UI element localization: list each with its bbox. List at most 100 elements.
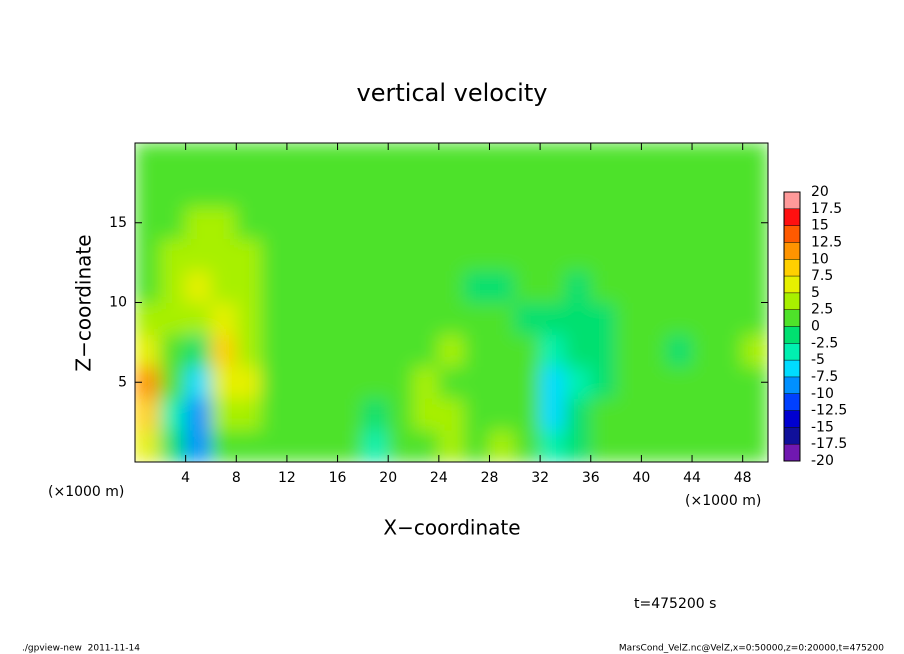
cell: [615, 302, 642, 335]
chart-title: vertical velocity: [357, 79, 548, 107]
x-tick-label: 48: [734, 470, 752, 486]
field-cells: [135, 143, 768, 462]
cell: [413, 397, 440, 431]
cell: [311, 270, 339, 303]
cell: [387, 429, 415, 462]
cell: [666, 429, 693, 462]
cell: [514, 397, 541, 431]
cell: [362, 333, 389, 367]
cell: [311, 429, 339, 462]
cell: [742, 429, 768, 462]
cell: [235, 143, 263, 176]
cell: [438, 206, 465, 240]
cell: [210, 429, 237, 462]
cell: [438, 333, 465, 367]
cell: [185, 270, 212, 303]
x-unit: (×1000 m): [685, 493, 761, 509]
colorbar-label: 20: [811, 184, 829, 200]
cell: [615, 238, 642, 272]
cell: [615, 397, 642, 431]
cell: [666, 238, 693, 272]
cell: [716, 238, 744, 272]
colorbar-band: [784, 393, 800, 411]
cell: [387, 270, 415, 303]
cell: [691, 365, 718, 399]
cell: [311, 365, 339, 399]
cell: [742, 174, 768, 208]
cell: [135, 238, 161, 272]
cell: [337, 238, 364, 272]
cell: [590, 365, 617, 399]
cell: [261, 238, 288, 272]
colorbar-label: 5: [811, 285, 820, 301]
cell: [235, 270, 263, 303]
colorbar-band: [784, 410, 800, 428]
cell: [590, 206, 617, 240]
cell: [615, 270, 642, 303]
cell: [337, 302, 364, 335]
cell: [514, 206, 541, 240]
cell: [438, 270, 465, 303]
x-axis-label: X−coordinate: [383, 516, 520, 540]
cell: [286, 143, 313, 176]
cell: [185, 365, 212, 399]
cell: [185, 143, 212, 176]
cell: [463, 333, 490, 367]
time-label: t=475200 s: [634, 596, 716, 612]
cell: [135, 333, 161, 367]
cell: [337, 397, 364, 431]
cell: [539, 174, 566, 208]
x-tick-label: 8: [232, 470, 241, 486]
cell: [261, 429, 288, 462]
cell: [539, 143, 566, 176]
cell: [337, 206, 364, 240]
cell: [311, 302, 339, 335]
cell: [590, 429, 617, 462]
cell: [564, 206, 592, 240]
colorbar-label: -10: [811, 386, 834, 402]
cell: [159, 238, 187, 272]
cell: [135, 397, 161, 431]
cell: [337, 365, 364, 399]
cell: [640, 174, 668, 208]
cell: [488, 174, 516, 208]
cell: [159, 206, 187, 240]
cell: [539, 302, 566, 335]
cell: [387, 143, 415, 176]
x-tick-label: 16: [329, 470, 347, 486]
cell: [539, 238, 566, 272]
cell: [185, 174, 212, 208]
cell: [135, 429, 161, 462]
colorbar-band: [784, 376, 800, 394]
cell: [691, 429, 718, 462]
x-tick-label: 20: [379, 470, 397, 486]
cell: [640, 238, 668, 272]
cell: [311, 174, 339, 208]
cell: [235, 429, 263, 462]
cell: [311, 206, 339, 240]
cell: [539, 429, 566, 462]
cell: [514, 429, 541, 462]
cell: [185, 397, 212, 431]
cell: [463, 174, 490, 208]
cell: [564, 143, 592, 176]
cell: [716, 302, 744, 335]
colorbar-label: 17.5: [811, 201, 842, 217]
cell: [463, 429, 490, 462]
cell: [539, 365, 566, 399]
cell: [691, 143, 718, 176]
cell: [286, 238, 313, 272]
y-tick-label: 15: [109, 215, 127, 231]
cell: [691, 397, 718, 431]
cell: [488, 302, 516, 335]
cell: [514, 174, 541, 208]
colorbar-label: -17.5: [811, 436, 847, 452]
cell: [387, 206, 415, 240]
cell: [337, 143, 364, 176]
cell: [666, 302, 693, 335]
cell: [666, 143, 693, 176]
cell: [210, 270, 237, 303]
colorbar-label: 15: [811, 218, 829, 234]
cell: [261, 365, 288, 399]
cell: [413, 333, 440, 367]
